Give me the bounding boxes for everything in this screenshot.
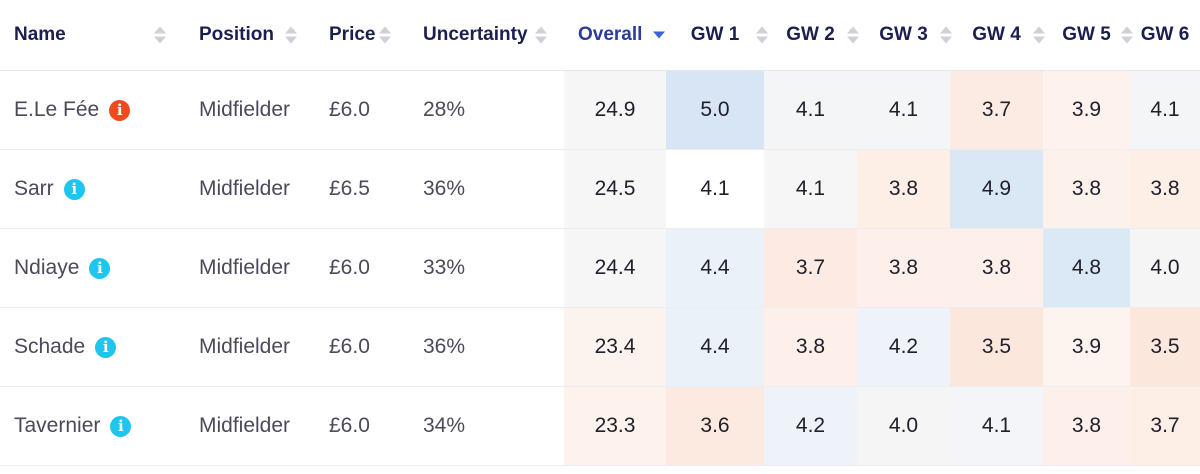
position-cell: Midfielder [187,386,317,466]
uncertainty-cell: 36% [411,307,564,387]
column-header-uncertainty[interactable]: Uncertainty [411,0,564,71]
gw-1-cell: 3.6 [666,386,764,466]
column-header-price[interactable]: Price [317,0,411,71]
gw-2-cell: 3.7 [764,228,857,308]
gw-2-cell: 3.8 [764,307,857,387]
overall-cell: 23.3 [564,386,666,466]
sort-icon[interactable] [535,26,547,44]
overall-cell: 24.4 [564,228,666,308]
player-name-cell[interactable]: Sarr i [0,149,187,229]
column-header-gw-4[interactable]: GW 4 [950,0,1045,71]
sort-icon[interactable] [379,26,391,44]
overall-cell: 24.5 [564,149,666,229]
sort-descending-icon[interactable] [653,31,665,39]
position-cell: Midfielder [187,70,317,150]
table-header-row: Name Position Price Uncertainty Overall … [0,0,1200,71]
gw-5-cell: 4.8 [1043,228,1130,308]
position-cell: Midfielder [187,307,317,387]
info-icon[interactable]: i [63,178,85,200]
table-row[interactable]: Tavernier i Midfielder £6.0 34% 23.3 3.6… [0,386,1200,466]
price-cell: £6.0 [317,70,411,150]
column-header-gw-5[interactable]: GW 5 [1043,0,1133,71]
info-icon[interactable]: i [110,415,132,437]
player-name-cell[interactable]: Ndiaye i [0,228,187,308]
sort-icon[interactable] [154,26,166,44]
column-header-gw-3[interactable]: GW 3 [857,0,952,71]
info-icon-alert[interactable]: i [109,99,131,121]
sort-icon[interactable] [940,26,952,44]
column-header-gw-1[interactable]: GW 1 [666,0,768,71]
table-row[interactable]: Schade i Midfielder £6.0 36% 23.4 4.4 3.… [0,307,1200,387]
player-name-cell[interactable]: Tavernier i [0,386,187,466]
price-cell: £6.0 [317,307,411,387]
gw-3-cell: 3.8 [857,149,950,229]
gw-2-cell: 4.1 [764,149,857,229]
gw-3-cell: 4.1 [857,70,950,150]
player-name-cell[interactable]: Schade i [0,307,187,387]
gw-2-cell: 4.2 [764,386,857,466]
gw-4-cell: 3.7 [950,70,1043,150]
gw-4-cell: 3.5 [950,307,1043,387]
info-icon[interactable]: i [89,257,111,279]
gw-5-cell: 3.8 [1043,149,1130,229]
sort-icon[interactable] [285,26,297,44]
price-cell: £6.0 [317,228,411,308]
table-row[interactable]: E.Le Fée i Midfielder £6.0 28% 24.9 5.0 … [0,70,1200,150]
player-name: Tavernier [14,414,101,437]
gw-1-cell: 5.0 [666,70,764,150]
player-name: Ndiaye [14,256,80,279]
position-cell: Midfielder [187,149,317,229]
gw-5-cell: 3.8 [1043,386,1130,466]
gw-6-cell: 4.1 [1130,70,1200,150]
info-icon[interactable]: i [95,336,117,358]
gw-1-cell: 4.4 [666,228,764,308]
player-name: Sarr [14,177,54,200]
uncertainty-cell: 36% [411,149,564,229]
sort-icon[interactable] [1121,26,1133,44]
column-header-gw-2[interactable]: GW 2 [764,0,859,71]
sort-icon[interactable] [847,26,859,44]
gw-3-cell: 4.0 [857,386,950,466]
gw-4-cell: 4.9 [950,149,1043,229]
gw-6-cell: 3.8 [1130,149,1200,229]
table-row[interactable]: Ndiaye i Midfielder £6.0 33% 24.4 4.4 3.… [0,228,1200,308]
gw-4-cell: 3.8 [950,228,1043,308]
column-header-name[interactable]: Name [0,0,187,71]
gw-3-cell: 3.8 [857,228,950,308]
player-name: Schade [14,335,86,358]
gw-5-cell: 3.9 [1043,307,1130,387]
column-header-gw-6[interactable]: GW 6 [1130,0,1200,71]
uncertainty-cell: 33% [411,228,564,308]
sort-icon[interactable] [1033,26,1045,44]
gw-6-cell: 3.5 [1130,307,1200,387]
uncertainty-cell: 28% [411,70,564,150]
overall-cell: 23.4 [564,307,666,387]
sort-icon[interactable] [756,26,768,44]
gw-4-cell: 4.1 [950,386,1043,466]
gw-6-cell: 4.0 [1130,228,1200,308]
gw-1-cell: 4.1 [666,149,764,229]
table-row[interactable]: Sarr i Midfielder £6.5 36% 24.5 4.1 4.1 … [0,149,1200,229]
position-cell: Midfielder [187,228,317,308]
column-header-overall[interactable]: Overall [564,0,666,71]
player-name: E.Le Fée [14,98,100,121]
overall-cell: 24.9 [564,70,666,150]
column-header-position[interactable]: Position [187,0,317,71]
player-name-cell[interactable]: E.Le Fée i [0,70,187,150]
price-cell: £6.5 [317,149,411,229]
price-cell: £6.0 [317,386,411,466]
gw-1-cell: 4.4 [666,307,764,387]
gw-2-cell: 4.1 [764,70,857,150]
gw-6-cell: 3.7 [1130,386,1200,466]
uncertainty-cell: 34% [411,386,564,466]
gw-3-cell: 4.2 [857,307,950,387]
gw-5-cell: 3.9 [1043,70,1130,150]
